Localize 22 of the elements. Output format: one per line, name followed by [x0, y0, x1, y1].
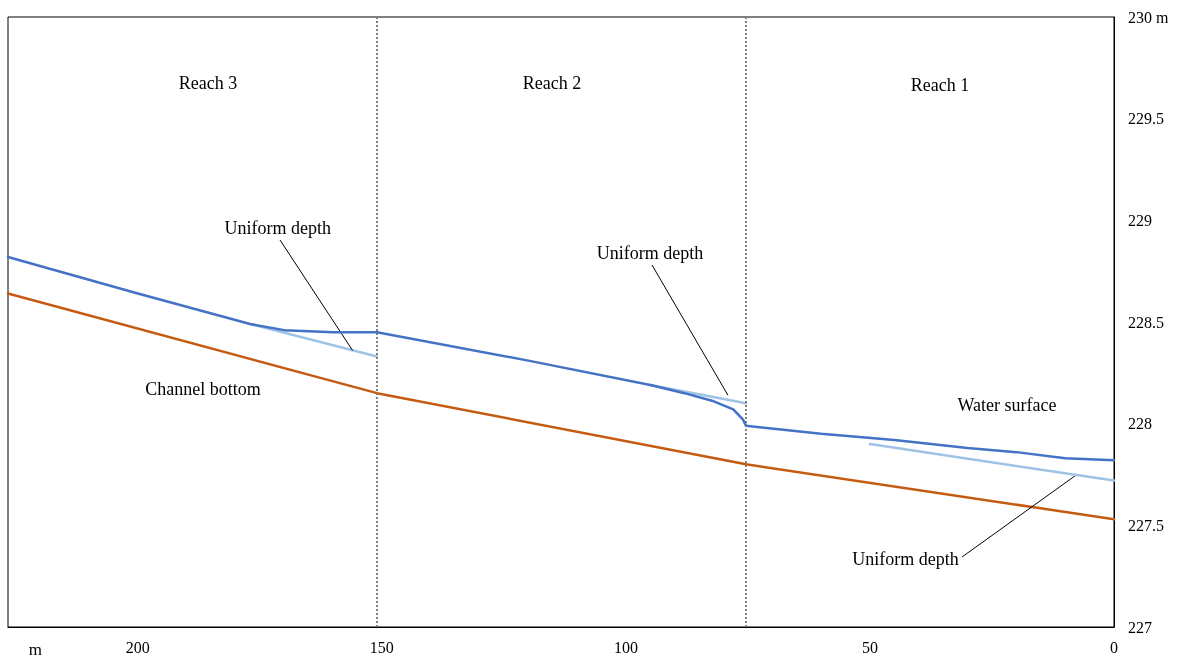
y-tick-label: 228.5 — [1128, 313, 1164, 331]
annotation: Water surface — [957, 395, 1057, 415]
x-tick-label: 50 — [861, 638, 878, 656]
annotation: Uniform depth — [852, 549, 959, 570]
annotation: Reach 2 — [522, 73, 582, 93]
x-tick-label: 150 — [369, 638, 394, 656]
annotation: Uniform depth — [224, 217, 332, 238]
annotation: Channel bottom — [145, 379, 261, 399]
x-axis-title: m — [28, 640, 42, 658]
annotation: Reach 1 — [910, 75, 970, 95]
line-series — [6, 292, 1116, 521]
annotation: Reach 3 — [178, 73, 238, 93]
x-tick-label: 100 — [613, 638, 638, 656]
annotation: Uniform depth — [596, 242, 704, 263]
x-tick-label: 200 — [125, 638, 150, 656]
x-tick-label: 0 — [1110, 638, 1118, 656]
y-tick-label: 230 m — [1128, 8, 1169, 26]
y-tick-label: 227 — [1128, 618, 1152, 636]
y-tick-label: 228 — [1128, 415, 1152, 433]
y-tick-label: 227.5 — [1128, 516, 1164, 534]
y-tick-label: 229 — [1128, 211, 1152, 229]
y-tick-label: 229.5 — [1128, 110, 1164, 128]
